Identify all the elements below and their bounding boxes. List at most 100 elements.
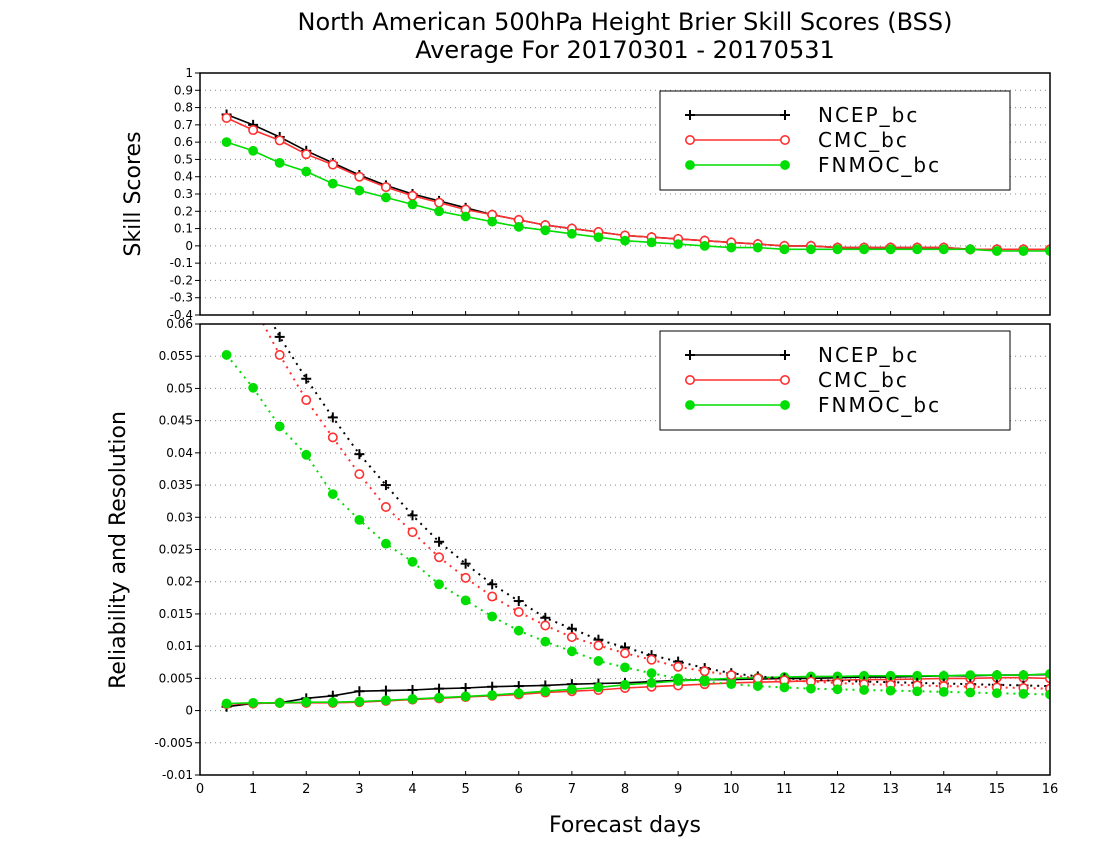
data-point <box>301 149 312 160</box>
data-point <box>274 421 285 432</box>
data-point <box>991 246 1002 256</box>
y-tick-label: 0.025 <box>159 543 193 557</box>
data-point <box>487 591 498 602</box>
x-tick-label: 13 <box>882 782 899 797</box>
data-point <box>407 190 418 201</box>
x-tick-label: 14 <box>935 782 952 797</box>
y-tick-label: 0.8 <box>174 101 193 115</box>
data-point <box>620 679 630 690</box>
chart-title-line2: Average For 20170301 - 20170531 <box>415 36 835 64</box>
data-point <box>301 697 312 708</box>
data-point <box>1018 670 1029 681</box>
legend-marker <box>779 135 790 146</box>
data-point <box>249 300 257 308</box>
data-point <box>407 527 418 538</box>
x-tick-label: 7 <box>568 782 576 797</box>
data-point <box>380 501 391 512</box>
data-point <box>540 620 551 631</box>
x-tick-label: 15 <box>989 782 1006 797</box>
y-tick-label: 0.4 <box>174 170 193 184</box>
data-point <box>752 681 763 691</box>
data-point <box>779 682 790 693</box>
data-point <box>726 670 737 681</box>
data-point <box>354 469 365 480</box>
y-tick-label: 0.3 <box>174 187 193 201</box>
data-point <box>832 684 843 695</box>
data-point <box>593 640 604 651</box>
panels: -0.4 -0.3 -0.2 -0.1 0 0.1 0.2 0.3 0.4 0.5 0.6 0.7 0.… <box>106 66 1058 838</box>
data-point <box>513 688 524 699</box>
data-point <box>806 244 816 255</box>
data-point <box>885 685 896 696</box>
panel-2-series <box>221 300 1050 712</box>
series-FNMOC_bc-dotted <box>221 350 1050 700</box>
x-axis-label: Forecast days <box>549 813 701 838</box>
x-tick-label: 10 <box>723 782 740 797</box>
legend-label: FNMOC_bc <box>818 153 941 177</box>
data-point <box>938 244 949 255</box>
data-point <box>301 395 312 406</box>
panel-2-frame <box>199 323 1051 776</box>
x-tick-label: 2 <box>302 782 310 797</box>
y-tick-label: -0.2 <box>170 273 193 287</box>
data-point <box>646 654 657 665</box>
x-tick-label: 11 <box>776 782 793 797</box>
y-tick-label: -0.1 <box>170 256 193 270</box>
data-point <box>1018 246 1029 256</box>
data-point <box>381 192 391 203</box>
data-point <box>407 556 418 567</box>
data-point <box>619 648 630 659</box>
data-point <box>354 185 365 196</box>
series-FNMOC_bc <box>221 137 1050 256</box>
legend-marker <box>779 374 790 385</box>
y-tick-label: 0.045 <box>159 414 193 428</box>
data-point <box>806 683 816 694</box>
data-point <box>513 606 524 617</box>
data-point <box>699 676 710 687</box>
x-tick-label: 3 <box>355 782 363 797</box>
data-point <box>381 695 391 706</box>
data-point <box>566 228 577 239</box>
data-point <box>912 244 923 255</box>
data-point <box>938 686 949 697</box>
data-point <box>487 611 498 622</box>
data-point <box>327 178 338 189</box>
legend-label: FNMOC_bc <box>818 393 941 417</box>
data-point <box>991 688 1002 699</box>
data-point <box>513 625 524 636</box>
data-point <box>699 666 710 677</box>
panel-1-frame <box>199 72 1051 316</box>
legend-entry-FNMOC_bc: FNMOC_bc <box>685 393 941 417</box>
y-tick-label: -0.01 <box>162 768 193 782</box>
data-point <box>673 661 684 672</box>
x-tick-label: 5 <box>461 782 469 797</box>
y-tick-label: 0.03 <box>166 510 193 524</box>
data-point <box>646 237 657 248</box>
data-point <box>991 670 1002 681</box>
data-point <box>513 221 524 232</box>
data-point <box>673 239 684 250</box>
y-tick-label: 0.035 <box>159 478 193 492</box>
data-point <box>221 137 232 148</box>
data-point <box>274 349 285 360</box>
x-tick-label: 1 <box>249 782 257 797</box>
series-line <box>225 354 1050 696</box>
panel-1-series <box>221 109 1050 256</box>
data-point <box>381 538 391 549</box>
data-point <box>885 244 896 255</box>
legend-label: CMC_bc <box>818 368 909 392</box>
data-point <box>726 242 737 253</box>
data-point <box>699 240 710 251</box>
legend-entry-CMC_bc: CMC_bc <box>684 368 909 392</box>
data-point <box>646 668 657 679</box>
y-tick-label: 0 <box>185 239 193 253</box>
y-tick-label: 0.05 <box>166 381 193 395</box>
data-point <box>301 166 312 177</box>
panel-2: -0.01 -0.005 0 0.005 0.01 0.015 0.02 0.025 0.03 0… <box>106 300 1058 838</box>
y-tick-label: 0.02 <box>166 575 193 589</box>
legend-marker <box>685 160 695 170</box>
